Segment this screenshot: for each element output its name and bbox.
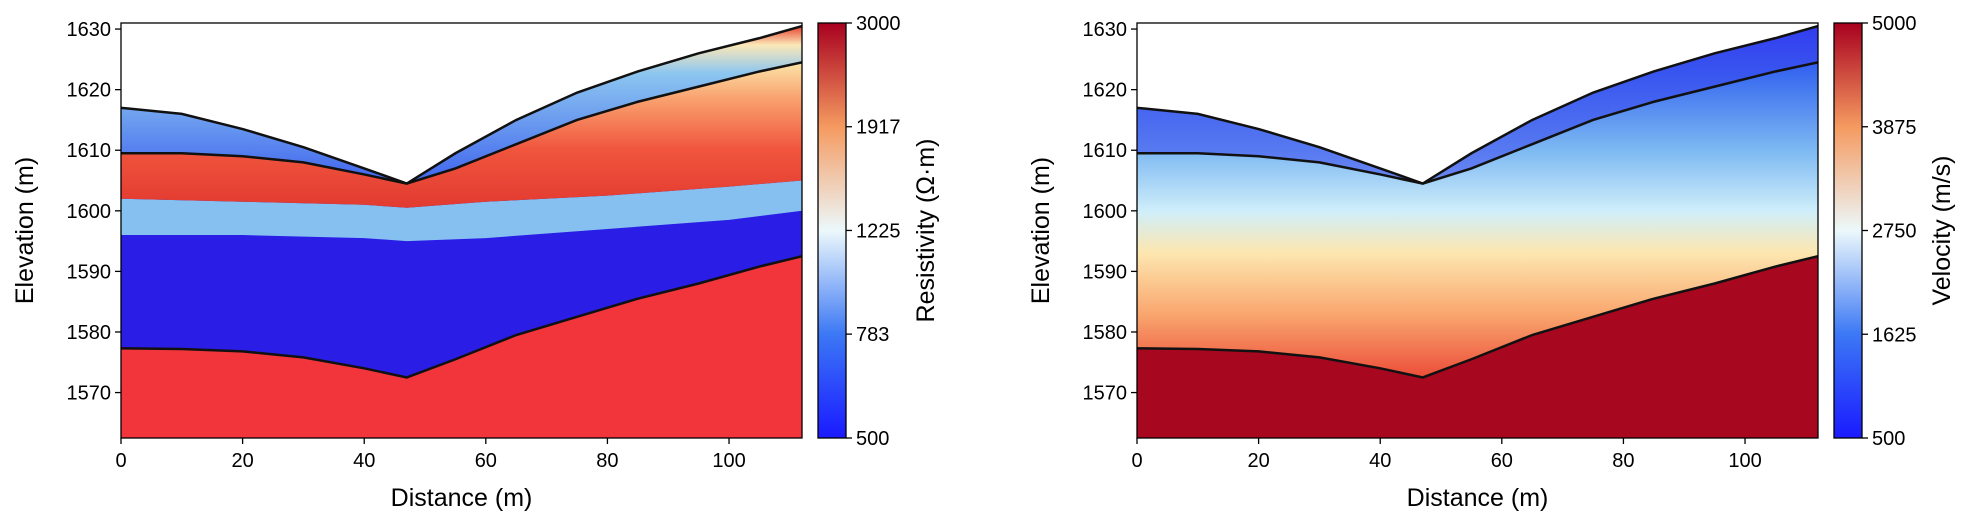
y-tick-label: 1610 [67, 140, 112, 162]
boundary-line-0 [1137, 24, 1818, 185]
colorbar-tick-label: 783 [856, 324, 889, 346]
boundary-line-2 [121, 255, 802, 379]
y-axis-label: Elevation (m) [1027, 157, 1055, 304]
colorbar-label: Velocity (m/s) [1928, 155, 1956, 305]
y-tick-label: 1570 [67, 383, 112, 405]
x-tick-label: 0 [1131, 450, 1142, 472]
resistivity-resistive-region [121, 62, 802, 208]
colorbar-tick-label: 1917 [856, 117, 901, 139]
y-tick-label: 1570 [1083, 383, 1128, 405]
y-tick-label: 1620 [67, 80, 112, 102]
y-axis-label: Elevation (m) [11, 157, 39, 304]
y-tick-label: 1630 [1083, 19, 1128, 41]
colorbar-tick-label: 500 [1872, 428, 1905, 450]
plot-frame [120, 22, 803, 439]
colorbar [817, 22, 847, 439]
x-tick-label: 60 [1491, 450, 1513, 472]
x-tick-label: 100 [1728, 450, 1761, 472]
resistivity-transition-band [121, 180, 802, 242]
y-tick-label: 1580 [1083, 322, 1128, 344]
colorbar-tick-label: 500 [856, 428, 889, 450]
x-tick-label: 40 [1369, 450, 1391, 472]
boundary-line-0 [121, 24, 802, 185]
velocity-panel: 0 20 40 60 80 100 1570 1580 1590 1600 1610 1620 1630… [1027, 13, 1956, 512]
colorbar-tick-label: 1225 [856, 220, 901, 242]
x-tick-label: 60 [475, 450, 497, 472]
boundary-line-1 [121, 61, 802, 185]
x-tick-label: 40 [353, 450, 375, 472]
plot-frame [1136, 22, 1819, 439]
x-axis-label: Distance (m) [1407, 484, 1549, 512]
boundary-line-1 [1137, 61, 1818, 185]
y-tick-label: 1590 [1083, 261, 1128, 283]
y-tick-label: 1600 [1083, 201, 1128, 223]
colorbar-tick-label: 2750 [1872, 221, 1917, 243]
x-tick-label: 0 [115, 450, 126, 472]
y-tick-label: 1600 [67, 201, 112, 223]
colorbar-tick-label: 3000 [856, 13, 901, 35]
y-tick-label: 1590 [67, 261, 112, 283]
y-tick-label: 1620 [1083, 80, 1128, 102]
colorbar [1833, 22, 1863, 439]
x-tick-label: 100 [712, 450, 745, 472]
colorbar-tick-label: 1625 [1872, 324, 1917, 346]
x-tick-label: 80 [596, 450, 618, 472]
colorbar-tick-label: 5000 [1872, 13, 1917, 35]
boundary-line-2 [1137, 255, 1818, 379]
x-axis-label: Distance (m) [391, 484, 533, 512]
resistivity-panel: 0 20 40 60 80 100 1570 1580 1590 1600 1610 1620 1630… [11, 13, 940, 512]
y-tick-label: 1610 [1083, 140, 1128, 162]
colorbar-tick-label: 3875 [1872, 117, 1917, 139]
x-tick-label: 20 [231, 450, 253, 472]
colorbar-label: Resistivity (Ω·m) [912, 139, 940, 323]
x-tick-label: 80 [1612, 450, 1634, 472]
y-tick-label: 1580 [67, 322, 112, 344]
x-tick-label: 20 [1247, 450, 1269, 472]
y-tick-label: 1630 [67, 19, 112, 41]
